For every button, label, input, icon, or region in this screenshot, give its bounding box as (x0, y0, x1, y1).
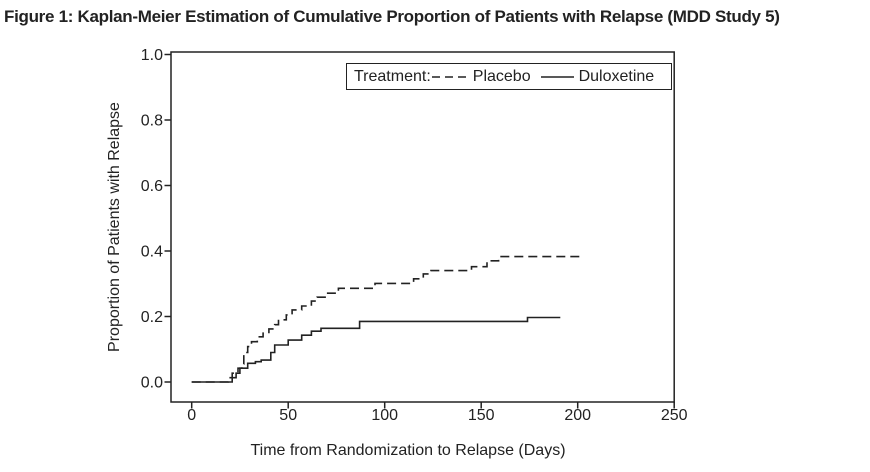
legend-entry-duloxetine: Duloxetine (578, 67, 655, 85)
y-tick-label: 0.0 (141, 375, 163, 392)
x-axis-ticks (190, 402, 675, 409)
figure-title: Figure 1: Kaplan-Meier Estimation of Cum… (4, 7, 780, 26)
y-axis-ticks (164, 53, 171, 383)
y-tick-label: 0.2 (141, 309, 163, 326)
y-tick-label: 0.4 (141, 244, 163, 261)
y-axis-tick-labels: 0.0 0.2 0.4 0.6 0.8 1.0 (141, 47, 163, 392)
plot-frame (170, 51, 675, 403)
y-axis-label: Proportion of Patients with Relapse (106, 102, 123, 352)
y-tick-label: 1.0 (141, 47, 163, 64)
y-tick-label: 0.8 (141, 113, 163, 130)
legend-entry-placebo: Placebo (472, 67, 531, 85)
x-tick-label: 200 (564, 407, 591, 424)
x-axis-label: Time from Randomization to Relapse (Days… (250, 442, 565, 459)
duloxetine-solid-line-icon (540, 75, 574, 78)
legend-title: Treatment: (354, 67, 431, 85)
placebo-dashed-line-icon (431, 75, 468, 78)
legend-box: Treatment: Placebo Duloxetine (346, 63, 672, 90)
x-tick-label: 0 (187, 407, 196, 424)
x-tick-label: 50 (279, 407, 297, 424)
x-axis-tick-labels: 0 50 100 150 200 250 (187, 407, 687, 424)
placebo-curve (191, 255, 582, 383)
x-tick-label: 150 (468, 407, 495, 424)
duloxetine-curve (191, 316, 561, 383)
y-tick-label: 0.6 (141, 178, 163, 195)
x-tick-label: 100 (371, 407, 398, 424)
x-tick-label: 250 (661, 407, 688, 424)
